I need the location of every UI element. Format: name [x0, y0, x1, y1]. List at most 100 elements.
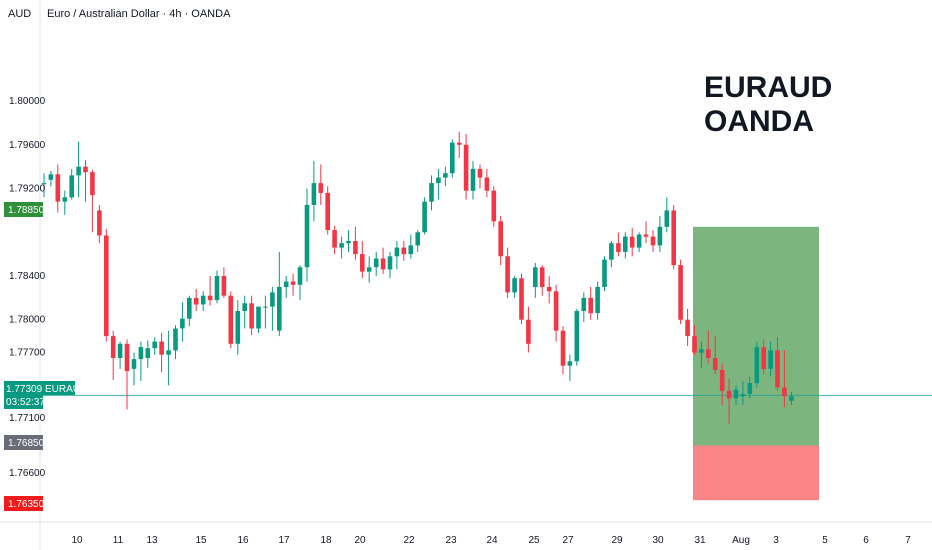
- candle-up[interactable]: [609, 243, 614, 260]
- candle-up[interactable]: [366, 267, 372, 272]
- candle-up[interactable]: [429, 183, 434, 202]
- candle-down[interactable]: [643, 234, 649, 237]
- candle-down[interactable]: [726, 390, 732, 399]
- candle-up[interactable]: [214, 276, 220, 301]
- candle-up[interactable]: [373, 258, 379, 268]
- candle-up[interactable]: [533, 267, 538, 287]
- candle-up[interactable]: [408, 245, 414, 255]
- candle-up[interactable]: [187, 297, 192, 319]
- candle-up[interactable]: [470, 168, 476, 191]
- candle-down[interactable]: [90, 172, 95, 196]
- candle-up[interactable]: [740, 394, 746, 397]
- candle-up[interactable]: [242, 303, 247, 311]
- candle-down[interactable]: [761, 347, 766, 369]
- candle-down[interactable]: [616, 243, 621, 252]
- candle-up[interactable]: [166, 350, 171, 355]
- candle-up[interactable]: [48, 174, 54, 180]
- candle-up[interactable]: [76, 166, 81, 176]
- candle-up[interactable]: [789, 396, 794, 401]
- candle-down[interactable]: [553, 291, 559, 331]
- stop-zone[interactable]: [693, 445, 819, 501]
- candle-down[interactable]: [519, 278, 524, 320]
- candle-up[interactable]: [346, 241, 351, 244]
- candle-down[interactable]: [325, 192, 330, 231]
- candle-up[interactable]: [657, 226, 663, 246]
- candle-up[interactable]: [415, 232, 420, 246]
- candle-down[interactable]: [629, 236, 635, 248]
- candle-down[interactable]: [685, 319, 690, 337]
- candle-up[interactable]: [173, 328, 178, 351]
- candle-up[interactable]: [768, 350, 773, 369]
- candle-down[interactable]: [221, 276, 227, 296]
- candle-up[interactable]: [69, 175, 74, 198]
- candle-down[interactable]: [712, 358, 718, 370]
- candle-down[interactable]: [560, 330, 566, 366]
- candle-up[interactable]: [304, 204, 310, 268]
- candle-up[interactable]: [450, 142, 455, 174]
- candle-up[interactable]: [733, 389, 739, 399]
- candle-up[interactable]: [512, 278, 517, 293]
- candle-down[interactable]: [491, 190, 497, 222]
- candle-down[interactable]: [526, 319, 531, 344]
- candle-up[interactable]: [200, 295, 206, 305]
- candle-down[interactable]: [463, 144, 469, 191]
- candle-down[interactable]: [477, 168, 483, 178]
- candle-down[interactable]: [249, 303, 254, 329]
- candle-down[interactable]: [110, 336, 116, 358]
- candle-up[interactable]: [145, 348, 151, 358]
- candle-up[interactable]: [270, 292, 275, 307]
- candle-down[interactable]: [678, 265, 683, 320]
- candle-up[interactable]: [636, 234, 642, 248]
- candle-down[interactable]: [207, 295, 213, 301]
- candle-down[interactable]: [719, 370, 725, 391]
- candle-up[interactable]: [567, 361, 573, 366]
- candle-down[interactable]: [456, 142, 462, 145]
- candle-up[interactable]: [623, 236, 628, 252]
- candle-down[interactable]: [671, 210, 676, 266]
- candle-down[interactable]: [546, 286, 552, 292]
- candle-down[interactable]: [159, 341, 164, 355]
- candle-down[interactable]: [588, 297, 593, 314]
- candle-up[interactable]: [443, 173, 448, 178]
- candle-up[interactable]: [754, 347, 760, 384]
- candle-down[interactable]: [55, 174, 61, 202]
- candle-up[interactable]: [394, 247, 400, 257]
- candle-down[interactable]: [775, 350, 780, 388]
- candle-up[interactable]: [138, 347, 144, 360]
- candle-down[interactable]: [692, 336, 697, 353]
- candle-down[interactable]: [380, 258, 386, 270]
- candle-down[interactable]: [318, 183, 324, 193]
- candle-up[interactable]: [41, 183, 47, 185]
- candle-up[interactable]: [664, 210, 670, 227]
- candle-down[interactable]: [539, 267, 545, 287]
- candle-up[interactable]: [699, 349, 704, 353]
- candle-up[interactable]: [311, 183, 317, 205]
- candle-up[interactable]: [297, 267, 303, 285]
- candle-up[interactable]: [747, 383, 753, 394]
- candle-down[interactable]: [104, 235, 109, 337]
- candle-down[interactable]: [498, 221, 503, 257]
- candle-up[interactable]: [595, 286, 600, 314]
- candle-up[interactable]: [277, 286, 282, 331]
- candle-down[interactable]: [505, 256, 510, 293]
- candle-up[interactable]: [256, 306, 261, 329]
- symbol-title[interactable]: Euro / Australian Dollar · 4h · OANDA: [47, 8, 231, 20]
- candle-up[interactable]: [117, 343, 123, 358]
- candle-up[interactable]: [339, 243, 344, 248]
- candle-up[interactable]: [581, 297, 587, 311]
- candle-up[interactable]: [436, 177, 441, 184]
- candle-down[interactable]: [97, 210, 102, 236]
- candle-down[interactable]: [83, 166, 88, 173]
- candle-up[interactable]: [574, 311, 580, 362]
- candle-up[interactable]: [180, 318, 185, 329]
- candle-down[interactable]: [484, 177, 490, 191]
- candle-down[interactable]: [706, 349, 711, 358]
- candle-up[interactable]: [283, 281, 289, 288]
- candle-down[interactable]: [332, 230, 337, 248]
- candle-up[interactable]: [235, 311, 241, 344]
- candle-down[interactable]: [353, 241, 358, 255]
- candle-up[interactable]: [422, 201, 427, 233]
- candle-up[interactable]: [263, 306, 268, 308]
- candle-down[interactable]: [290, 281, 296, 285]
